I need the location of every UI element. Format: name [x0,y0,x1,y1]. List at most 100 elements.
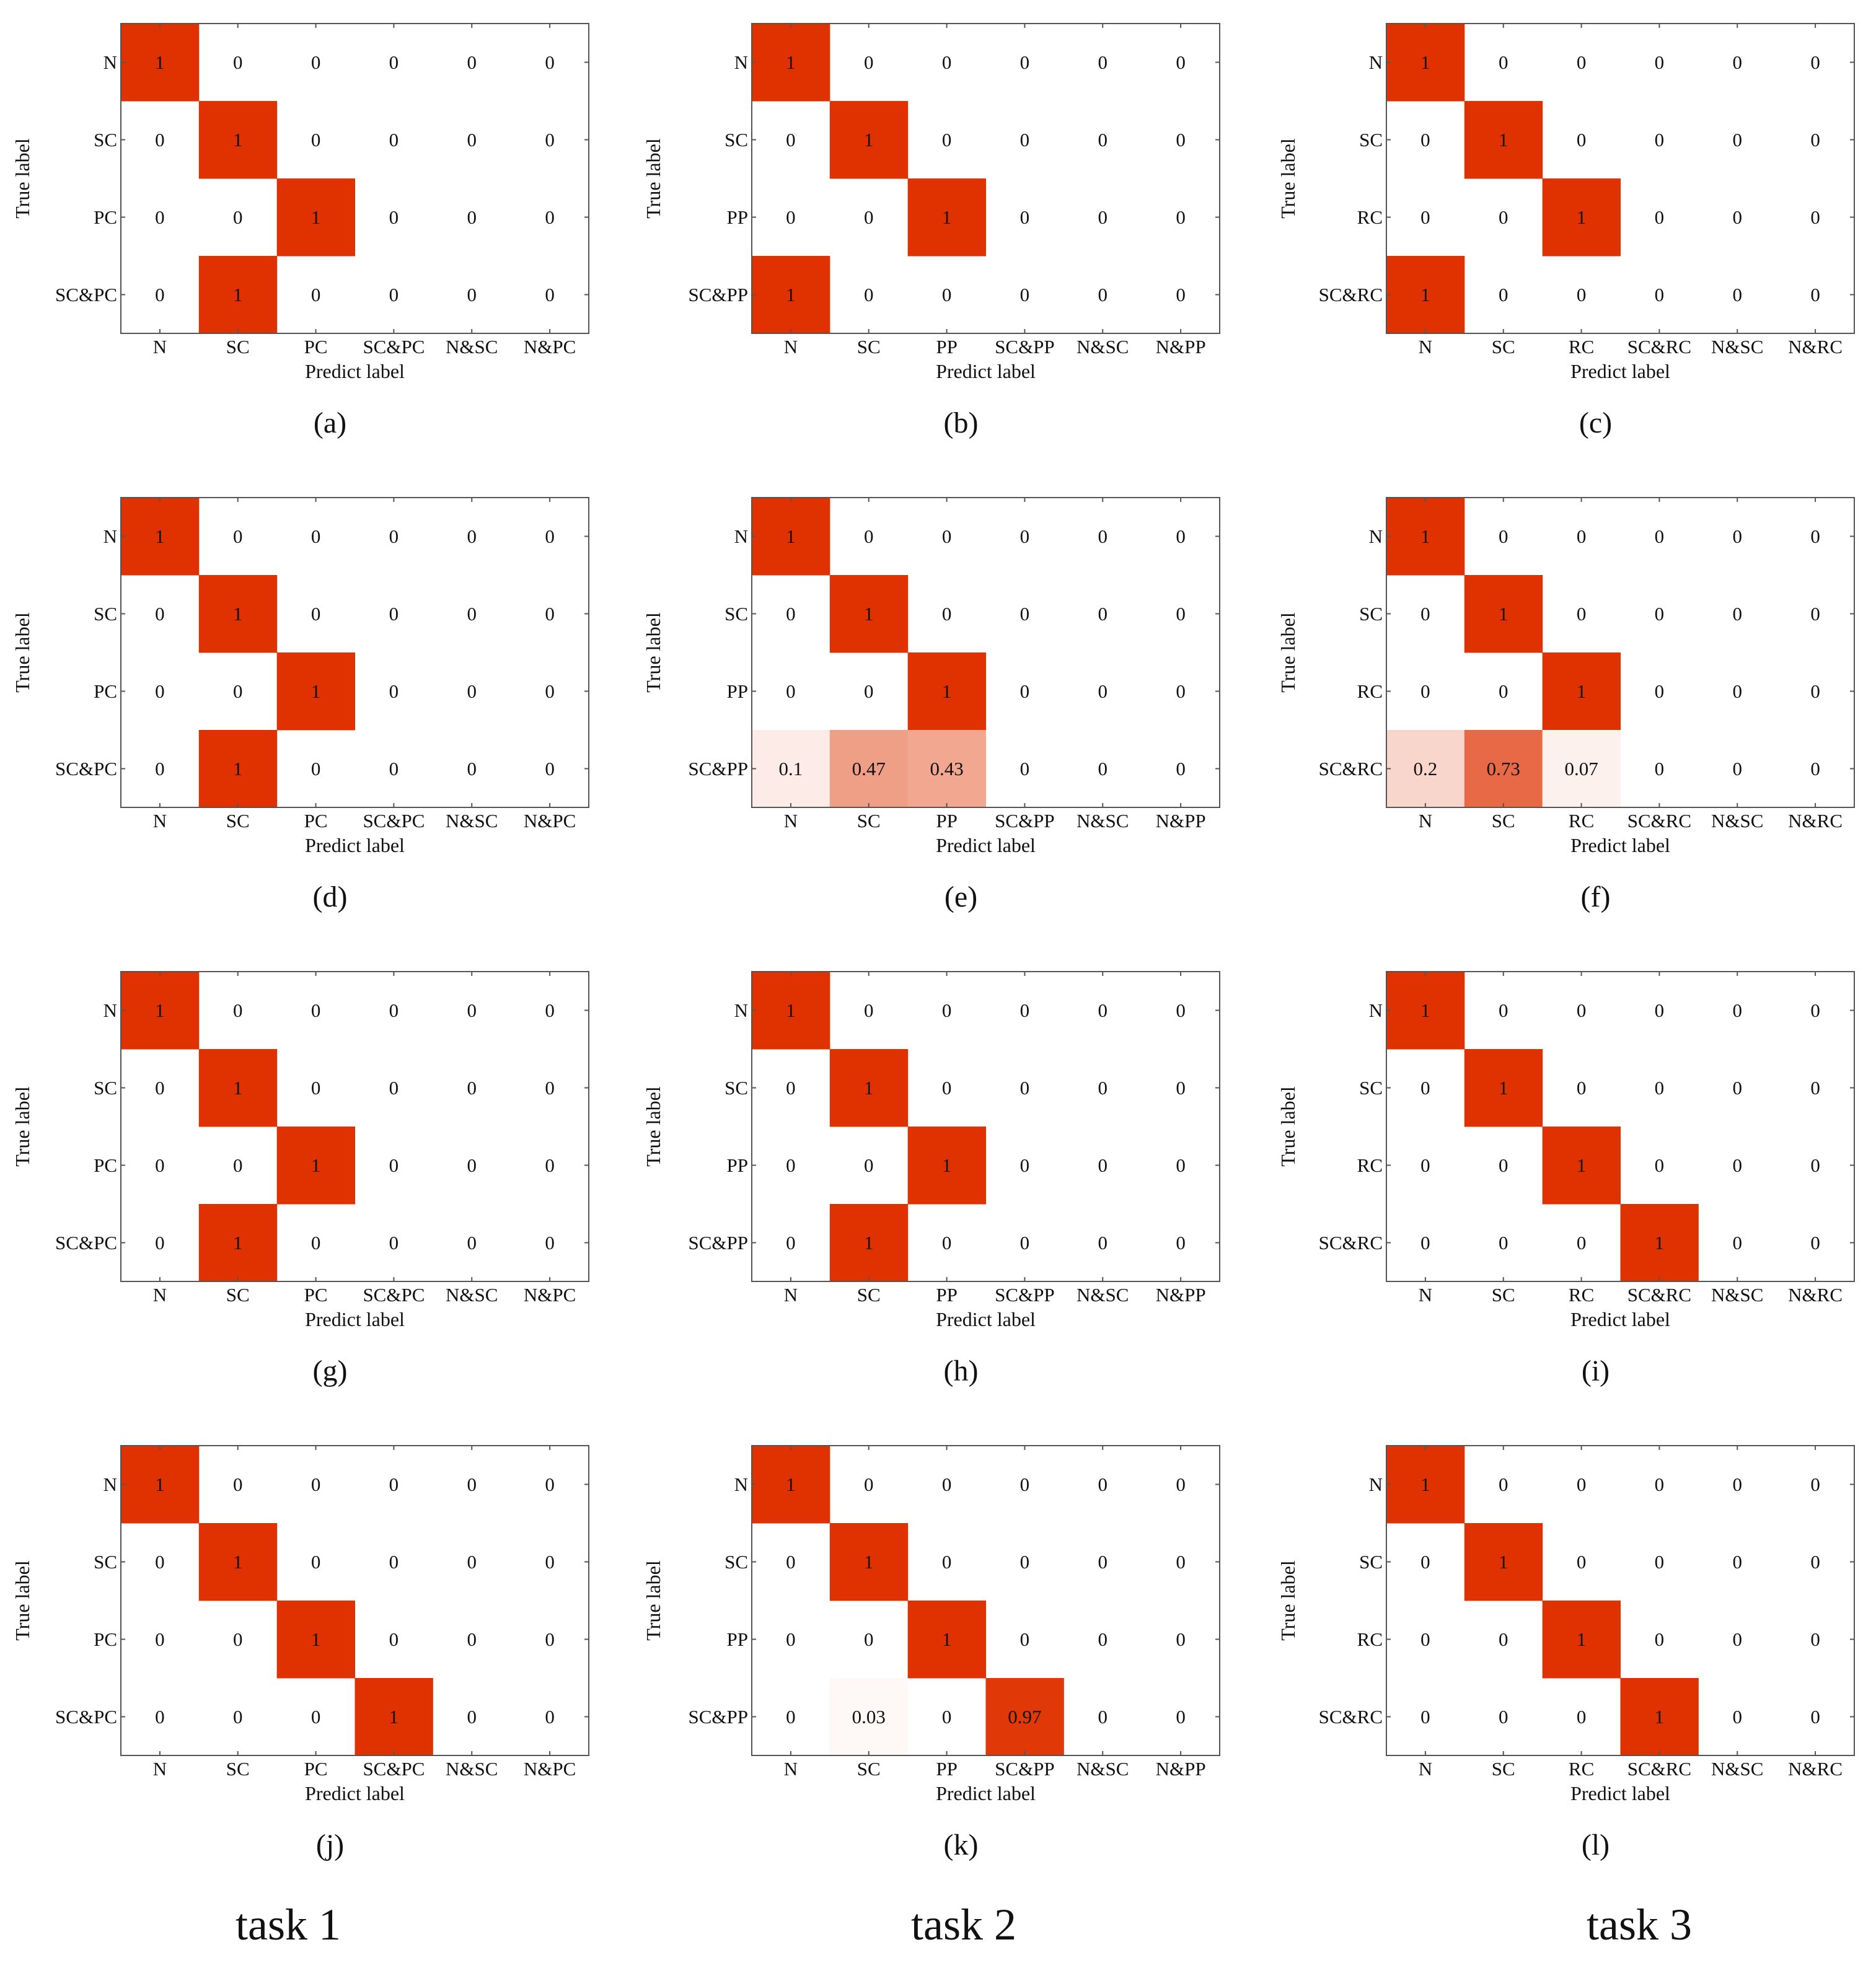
cell-value: 0 [1733,1551,1743,1573]
cell-value: 0 [1733,603,1743,625]
cell-value: 0 [1655,284,1665,305]
cell-value: 0 [1733,1154,1743,1176]
x-tick-label: SC&PP [995,336,1055,358]
heatmap-cell [829,1523,909,1601]
cell-value: 0 [786,603,796,625]
y-tick-label: SC&PP [688,1706,748,1728]
cell-value: 0 [1577,1551,1587,1573]
panel-label: (e) [945,881,977,913]
cell-value: 0 [389,206,399,228]
cell-value: 0 [233,206,243,228]
cell-value: 0.97 [1008,1706,1041,1728]
panel-label: (d) [313,881,348,913]
confusion-matrix-8: 1 0 0 0 0 0 0 1 0 0 0 0 0 0 1 0 0 0 0 0 0 1 0 0 N SC RC SC&RC N SC RC S… [1277,971,1855,1387]
confusion-matrix-10: 1 0 0 0 0 0 0 1 0 0 0 0 0 0 1 0 0 0 0 0.03 0 0.97 0 0 N SC PP SC&PP… [642,1445,1220,1861]
x-tick-label: SC&PP [995,1284,1055,1306]
cell-value: 1 [942,680,952,702]
cell-value: 0 [1577,284,1587,305]
x-axis-title: Predict label [936,1308,1036,1330]
cell-value: 0 [1577,525,1587,547]
heatmap-cell [829,730,909,808]
heatmap-cell [1620,1204,1699,1282]
cell-value: 0 [311,1706,321,1728]
y-tick-label: N [734,525,748,547]
y-tick-label: RC [1357,680,1383,702]
cell-value: 0 [1733,1706,1743,1728]
heatmap-cell [1386,256,1465,334]
cell-value: 0 [545,284,555,305]
cell-value: 1 [1499,1551,1508,1573]
cell-value: 0 [389,284,399,305]
x-tick-label: N [1419,1284,1432,1306]
y-tick-label: N [103,525,117,547]
confusion-matrix-0: 1 0 0 0 0 0 0 1 0 0 0 0 0 0 1 0 0 0 0 1 0 0 0 0 N SC PC SC&PC N SC PC S… [11,23,589,439]
cell-value: 0 [1810,680,1820,702]
cell-value: 0 [1098,206,1108,228]
cell-value: 0 [1098,129,1108,151]
x-tick-label: N [153,336,167,358]
heatmap-cell [985,1678,1064,1756]
y-tick-label: SC [724,129,748,151]
cell-value: 0 [311,129,321,151]
cell-value: 0 [1577,51,1587,73]
cell-value: 1 [1499,603,1508,625]
cell-value: 1 [233,1232,243,1254]
cell-value: 1 [311,206,321,228]
cell-value: 1 [1499,1077,1508,1099]
cell-value: 0 [1420,1232,1430,1254]
cell-value: 0 [1655,1551,1665,1573]
cell-value: 0 [786,1077,796,1099]
x-tick-label: SC&RC [1627,810,1691,832]
cell-value: 0 [1655,1628,1665,1650]
x-tick-label: SC [1492,1284,1515,1306]
cell-value: 1 [233,1551,243,1573]
heatmap-cell [1542,178,1621,257]
heatmap-cell [829,1678,909,1756]
x-tick-label: SC&PC [363,1758,425,1780]
x-tick-label: N&PP [1156,336,1206,358]
x-tick-label: N&PP [1156,1758,1206,1780]
cell-value: 0 [1020,1551,1030,1573]
cell-value: 0 [1810,206,1820,228]
y-tick-label: RC [1357,1628,1383,1650]
plot-frame [751,497,1220,808]
cell-value: 0 [233,1154,243,1176]
cell-value: 1 [864,1232,874,1254]
cell-value: 0 [1020,206,1030,228]
x-tick-label: N [1419,336,1432,358]
cell-value: 0 [864,999,874,1021]
x-axis-title: Predict label [1570,360,1670,382]
confusion-matrix-2: 1 0 0 0 0 0 0 1 0 0 0 0 0 0 1 0 0 0 1 0 0 0 0 0 N SC RC SC&RC N SC RC S… [1277,23,1855,439]
cell-value: 1 [864,1077,874,1099]
plot-frame [751,971,1220,1282]
y-axis-title: True label [642,612,664,693]
cell-value: 1 [233,758,243,780]
x-tick-label: N [784,1758,798,1780]
x-axis-title: Predict label [936,360,1036,382]
cell-value: 0 [786,1628,796,1650]
x-tick-label: N&SC [446,1758,498,1780]
x-tick-label: N&SC [1077,1284,1129,1306]
y-tick-label: N [734,1474,748,1495]
cell-value: 0 [1810,284,1820,305]
cell-value: 0 [942,1077,952,1099]
cell-value: 1 [1655,1706,1665,1728]
cell-value: 0 [311,758,321,780]
cell-value: 1 [864,129,874,151]
cell-value: 0 [1733,1077,1743,1099]
cell-value: 1 [155,1474,165,1495]
cell-value: 0 [1810,525,1820,547]
cell-value: 0 [1420,680,1430,702]
cell-value: 0 [1420,1077,1430,1099]
cell-value: 0 [545,206,555,228]
confusion-matrix-4: 1 0 0 0 0 0 0 1 0 0 0 0 0 0 1 0 0 0 0.1 0.47 0.43 0 0 0 N SC PP SC&… [642,497,1220,913]
cell-value: 0 [1176,206,1186,228]
cell-value: 0 [1810,1232,1820,1254]
cell-value: 0 [786,1706,796,1728]
cell-value: 0 [1577,1232,1587,1254]
cell-value: 0 [467,284,477,305]
y-axis-title: True label [11,1560,33,1641]
y-tick-label: SC&PC [55,1706,117,1728]
plot-frame [1386,497,1855,808]
cell-value: 0 [1020,680,1030,702]
